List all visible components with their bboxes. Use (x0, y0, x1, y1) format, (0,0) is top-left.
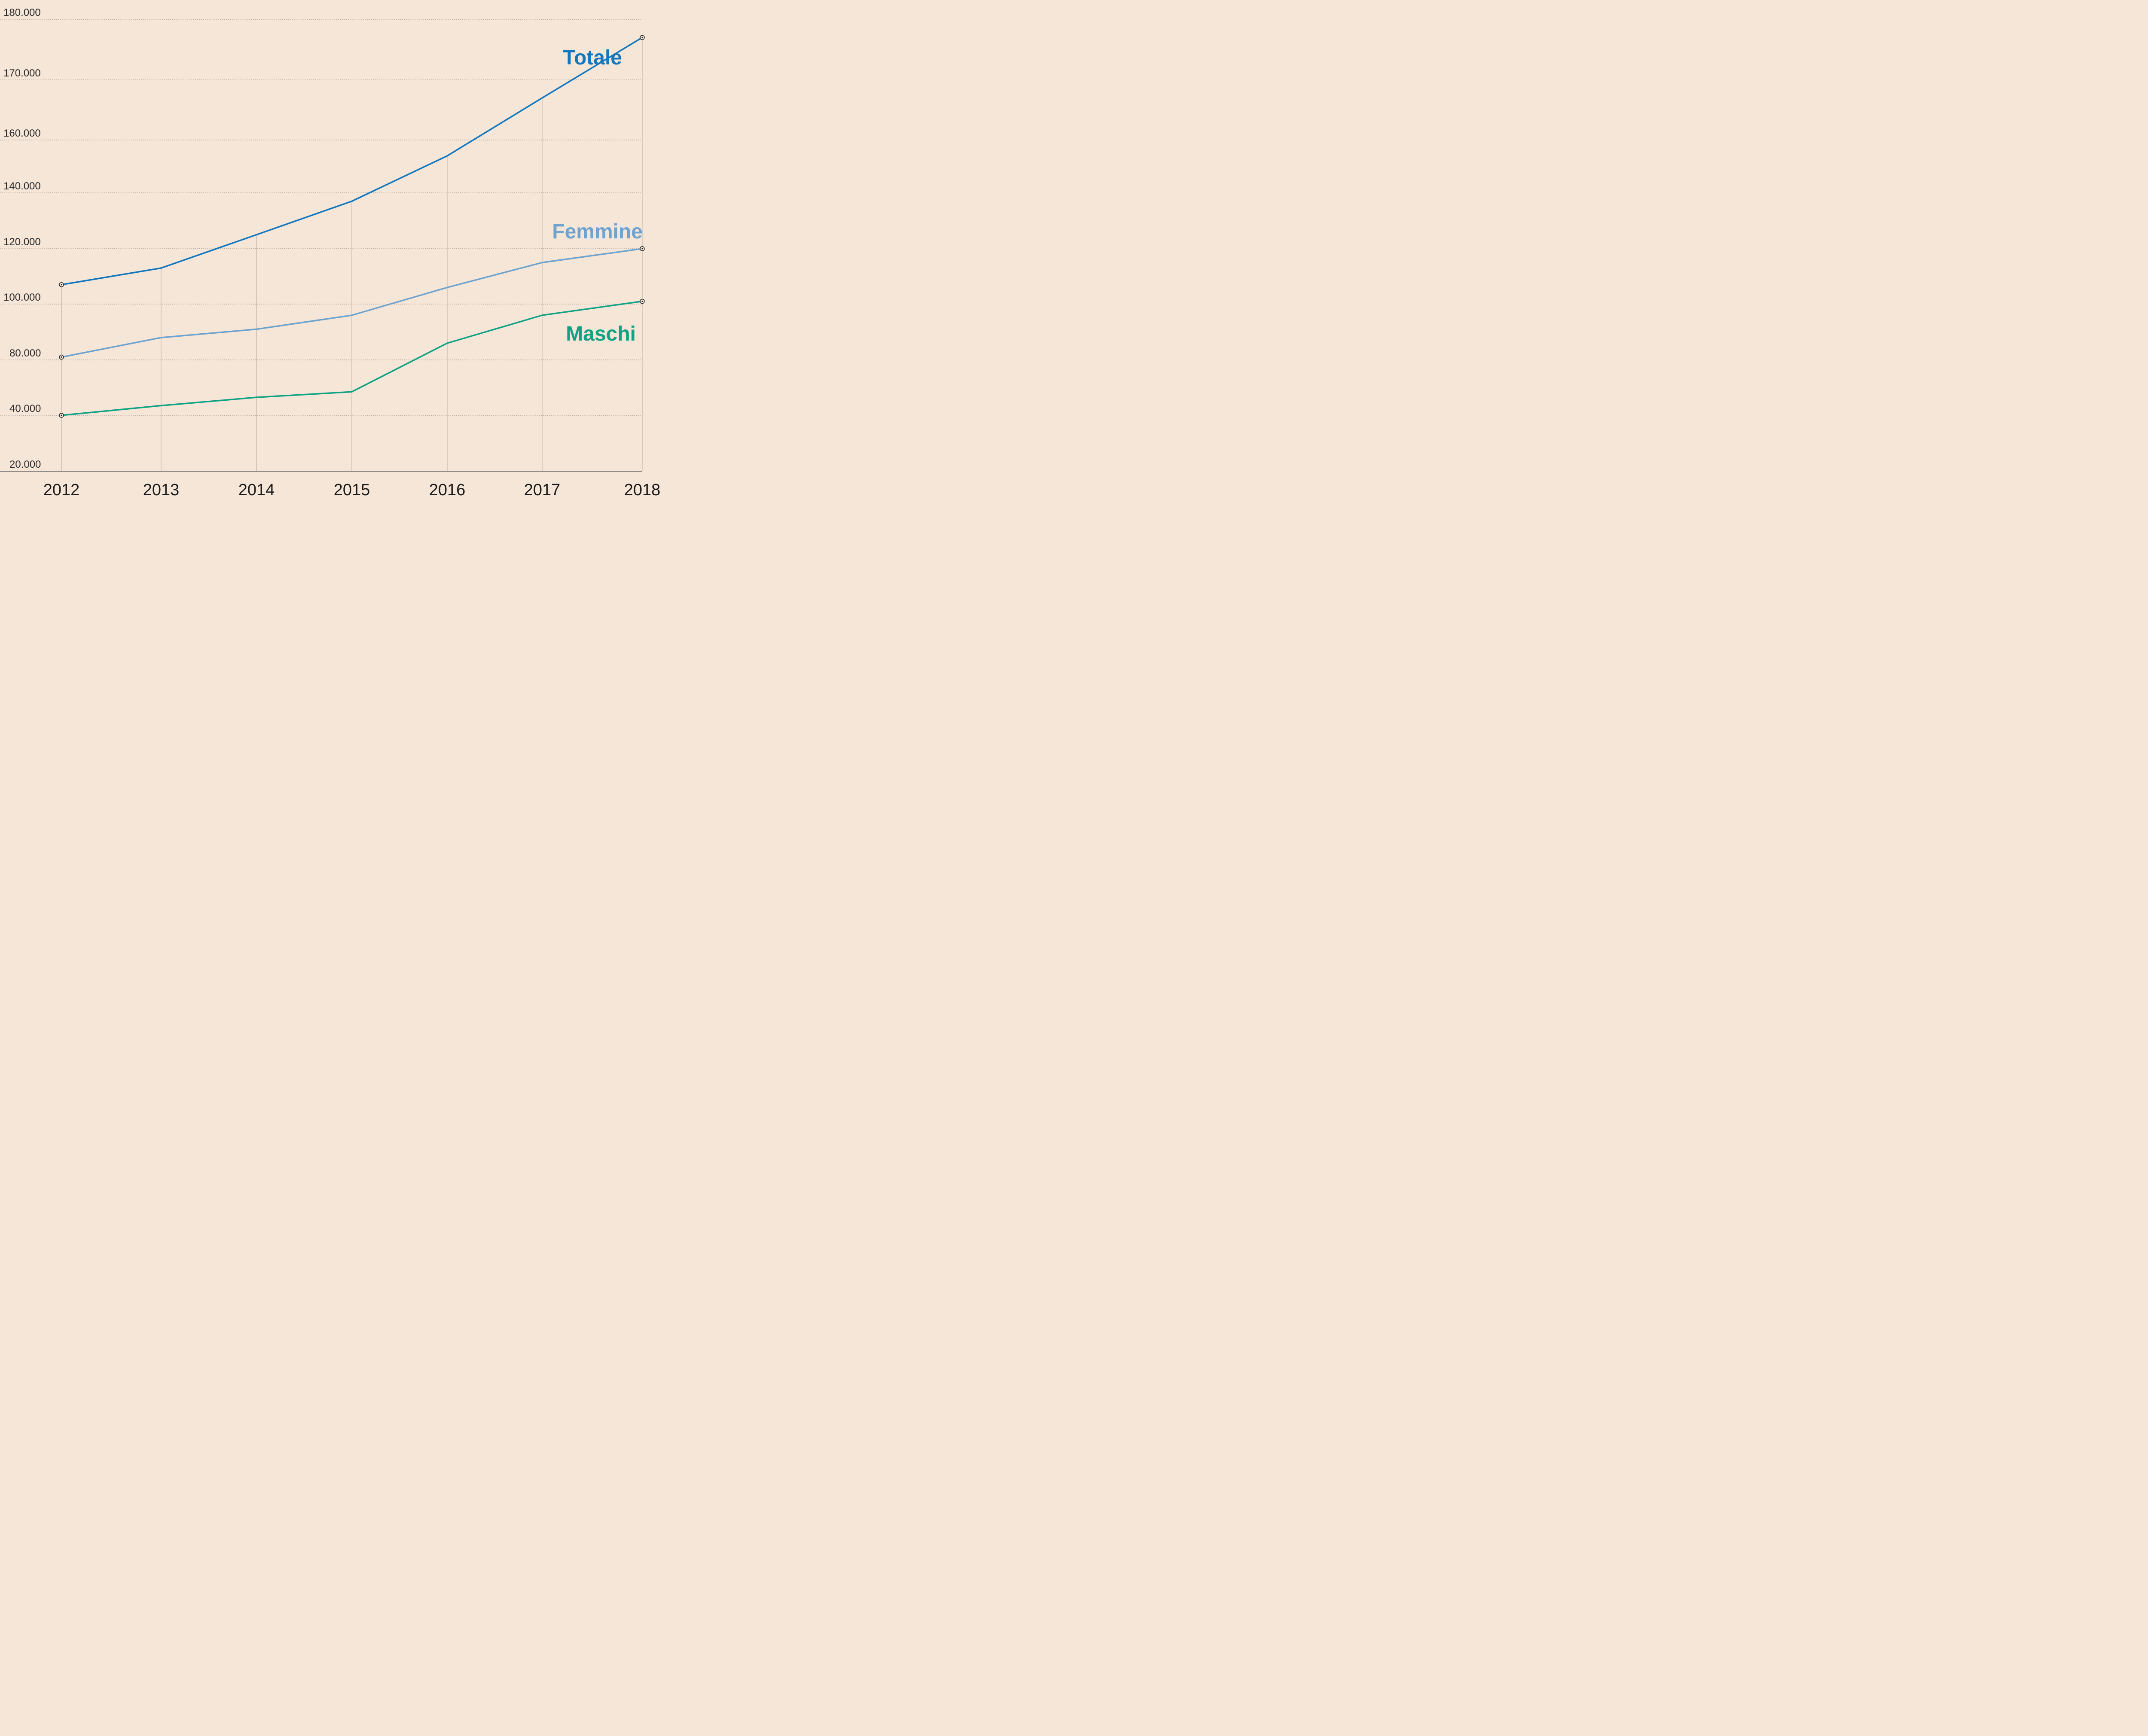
y-axis-tick-labels: 20.000 40.000 80.000 100.000 120.000 140.000 1… (3, 7, 41, 470)
series-label-maschi: Maschi (566, 323, 636, 345)
series-line-totale (61, 37, 643, 286)
y-tick-label: 170.000 (3, 67, 41, 79)
endpoint-marker-dot (641, 301, 643, 302)
y-tick-label: 180.000 (3, 7, 41, 18)
y-tick-label: 40.000 (9, 403, 41, 414)
series-label-totale: Totale (563, 46, 622, 69)
series-lines (61, 37, 643, 416)
series-line-femmine (61, 248, 643, 358)
x-tick-label: 2018 (624, 481, 661, 499)
series-label-femmine: Femmine (552, 220, 643, 243)
x-tick-label: 2016 (429, 481, 466, 499)
y-tick-label: 120.000 (3, 236, 41, 248)
year-markers (61, 37, 643, 471)
x-tick-label: 2012 (43, 481, 80, 499)
y-tick-label: 80.000 (9, 347, 41, 359)
x-tick-label: 2017 (524, 481, 561, 499)
chart-background (0, 0, 674, 499)
series-line-maschi (61, 300, 643, 416)
endpoint-markers (59, 35, 645, 418)
x-tick-label: 2014 (238, 481, 275, 499)
endpoint-marker-dot (61, 284, 62, 286)
y-tick-label: 100.000 (3, 292, 41, 303)
x-tick-label: 2015 (334, 481, 370, 499)
endpoint-marker-dot (61, 414, 62, 416)
x-axis-tick-labels: 2012 2013 2014 2015 2016 2017 2018 (43, 481, 661, 499)
endpoint-marker-dot (641, 248, 643, 250)
y-tick-label: 160.000 (3, 128, 41, 139)
endpoint-marker-dot (641, 37, 643, 38)
endpoint-marker-dot (61, 356, 62, 358)
y-tick-label: 20.000 (9, 459, 41, 470)
series-labels: Totale Femmine Maschi (552, 46, 643, 345)
y-tick-label: 140.000 (3, 180, 41, 192)
gridlines (0, 19, 642, 416)
line-chart: 20.000 40.000 80.000 100.000 120.000 140.000 1… (0, 0, 674, 499)
x-tick-label: 2013 (143, 481, 180, 499)
